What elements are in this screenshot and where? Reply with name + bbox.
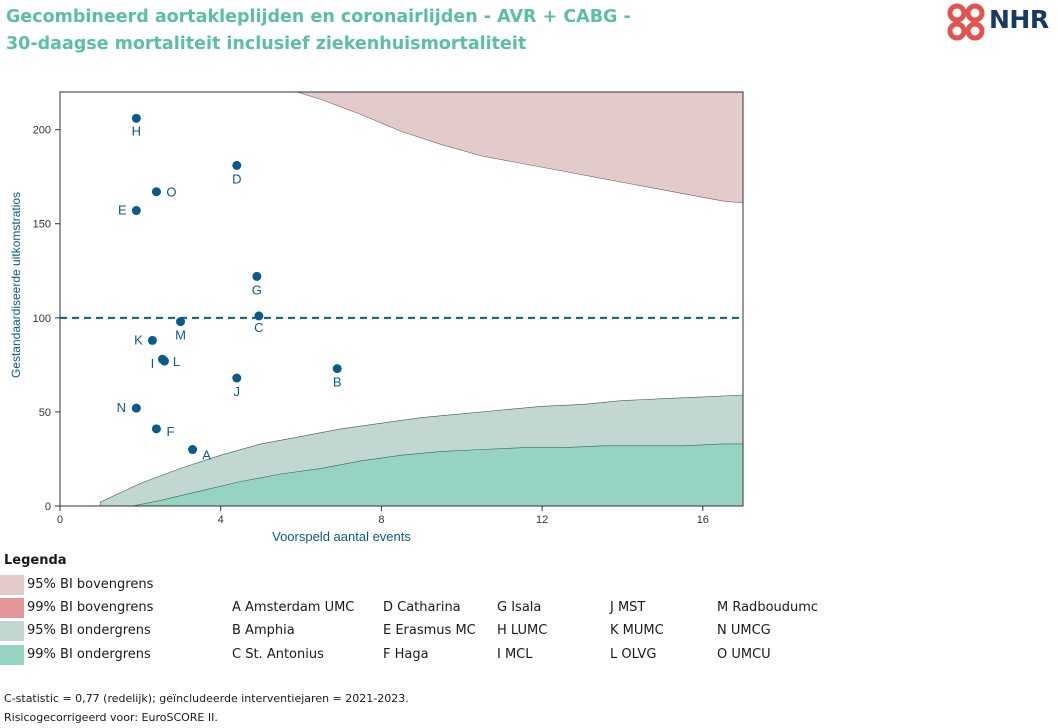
legend-swatch-99-lower [0, 645, 24, 665]
legend-swatch-99-upper [0, 598, 24, 618]
hospital-o: O UMCU [717, 647, 771, 662]
y-axis-label: Gestandaardiseerde uitkomstratios [9, 192, 23, 378]
x-axis-label: Voorspeld aantal events [272, 529, 411, 544]
title-line-2: 30-daagse mortaliteit inclusief ziekenhu… [6, 34, 527, 54]
footnote-cstatistic: C-statistic = 0,77 (redelijk); geïnclude… [4, 692, 409, 705]
point-m [176, 317, 186, 327]
point-label-a: A [202, 448, 211, 463]
hospital-n: N UMCG [717, 623, 771, 638]
point-l [157, 354, 167, 364]
y-tick-label-0: 0 [45, 501, 51, 513]
point-f [151, 424, 161, 434]
point-o [151, 187, 161, 197]
hospital-c: C St. Antonius [232, 647, 324, 662]
point-k [147, 335, 157, 345]
hospital-a: A Amsterdam UMC [232, 600, 355, 615]
y-tick-label-150: 150 [33, 219, 51, 231]
hospital-j: J MST [610, 600, 646, 615]
point-label-f: F [166, 424, 174, 439]
hospital-k: K MUMC [610, 623, 664, 638]
legend-label-95-upper: 95% BI bovengrens [27, 577, 154, 592]
scatter-chart: 0 50 100 150 200 0 4 8 12 16 Voorspeld aantal even… [9, 91, 744, 544]
point-e [131, 206, 141, 216]
hospital-h: H LUMC [497, 623, 548, 638]
band-95-upper [296, 92, 743, 204]
nhr-logo-icon [947, 3, 985, 41]
hospital-e: E Erasmus MC [383, 623, 476, 638]
x-tick-label-0: 0 [57, 514, 63, 526]
point-label-c: C [254, 320, 263, 335]
hospital-b: B Amphia [232, 623, 295, 638]
x-tick-label-12: 12 [536, 514, 548, 526]
point-label-d: D [232, 171, 241, 186]
y-tick-label-100: 100 [33, 313, 51, 325]
footnote-risk-adjustment: Risicogecorrigeerd voor: EuroSCORE II. [4, 711, 218, 724]
title-line-1: Gecombineerd aortakleplijden en coronair… [6, 7, 631, 27]
legend-swatch-95-lower [0, 621, 24, 641]
y-tick-label-50: 50 [39, 407, 51, 419]
hospital-f: F Haga [383, 647, 429, 662]
point-h [131, 113, 141, 123]
point-label-e: E [118, 203, 127, 218]
x-tick-label-16: 16 [697, 514, 709, 526]
hospital-m: M Radboudumc [717, 600, 819, 615]
x-tick-label-4: 4 [218, 514, 224, 526]
chart-title: Gecombineerd aortakleplijden en coronair… [6, 4, 766, 58]
legend-label-99-lower: 99% BI ondergrens [27, 647, 151, 662]
hospital-l: L OLVG [610, 647, 657, 662]
point-d [232, 160, 242, 170]
point-a [188, 445, 198, 455]
point-b [332, 364, 342, 374]
point-g [252, 271, 262, 281]
point-label-m: M [175, 328, 186, 343]
point-label-l: L [173, 354, 180, 369]
legend-label-99-upper: 99% BI bovengrens [27, 600, 154, 615]
y-tick-label-200: 200 [33, 125, 51, 137]
point-n [131, 403, 141, 413]
point-label-n: N [117, 400, 126, 415]
hospital-i: I MCL [497, 647, 533, 662]
legend-label-95-lower: 95% BI ondergrens [27, 623, 151, 638]
point-label-h: H [132, 123, 141, 138]
logo-text: NHR [989, 5, 1049, 34]
point-label-b: B [333, 375, 342, 390]
point-label-i: I [151, 356, 155, 371]
hospital-g: G Isala [497, 600, 542, 615]
hospital-d: D Catharina [383, 600, 461, 615]
legend-title: Legenda [4, 553, 67, 568]
point-label-k: K [134, 332, 143, 347]
plot-frame [59, 91, 744, 507]
nhr-logo: NHR [944, 0, 1058, 44]
point-label-o: O [166, 185, 176, 200]
legend-swatch-95-upper [0, 575, 24, 595]
point-label-g: G [252, 282, 262, 297]
point-c [254, 311, 264, 321]
band-99-lower [132, 443, 743, 506]
x-tick-label-8: 8 [378, 514, 384, 526]
point-j [232, 373, 242, 383]
point-label-j: J [234, 384, 241, 399]
